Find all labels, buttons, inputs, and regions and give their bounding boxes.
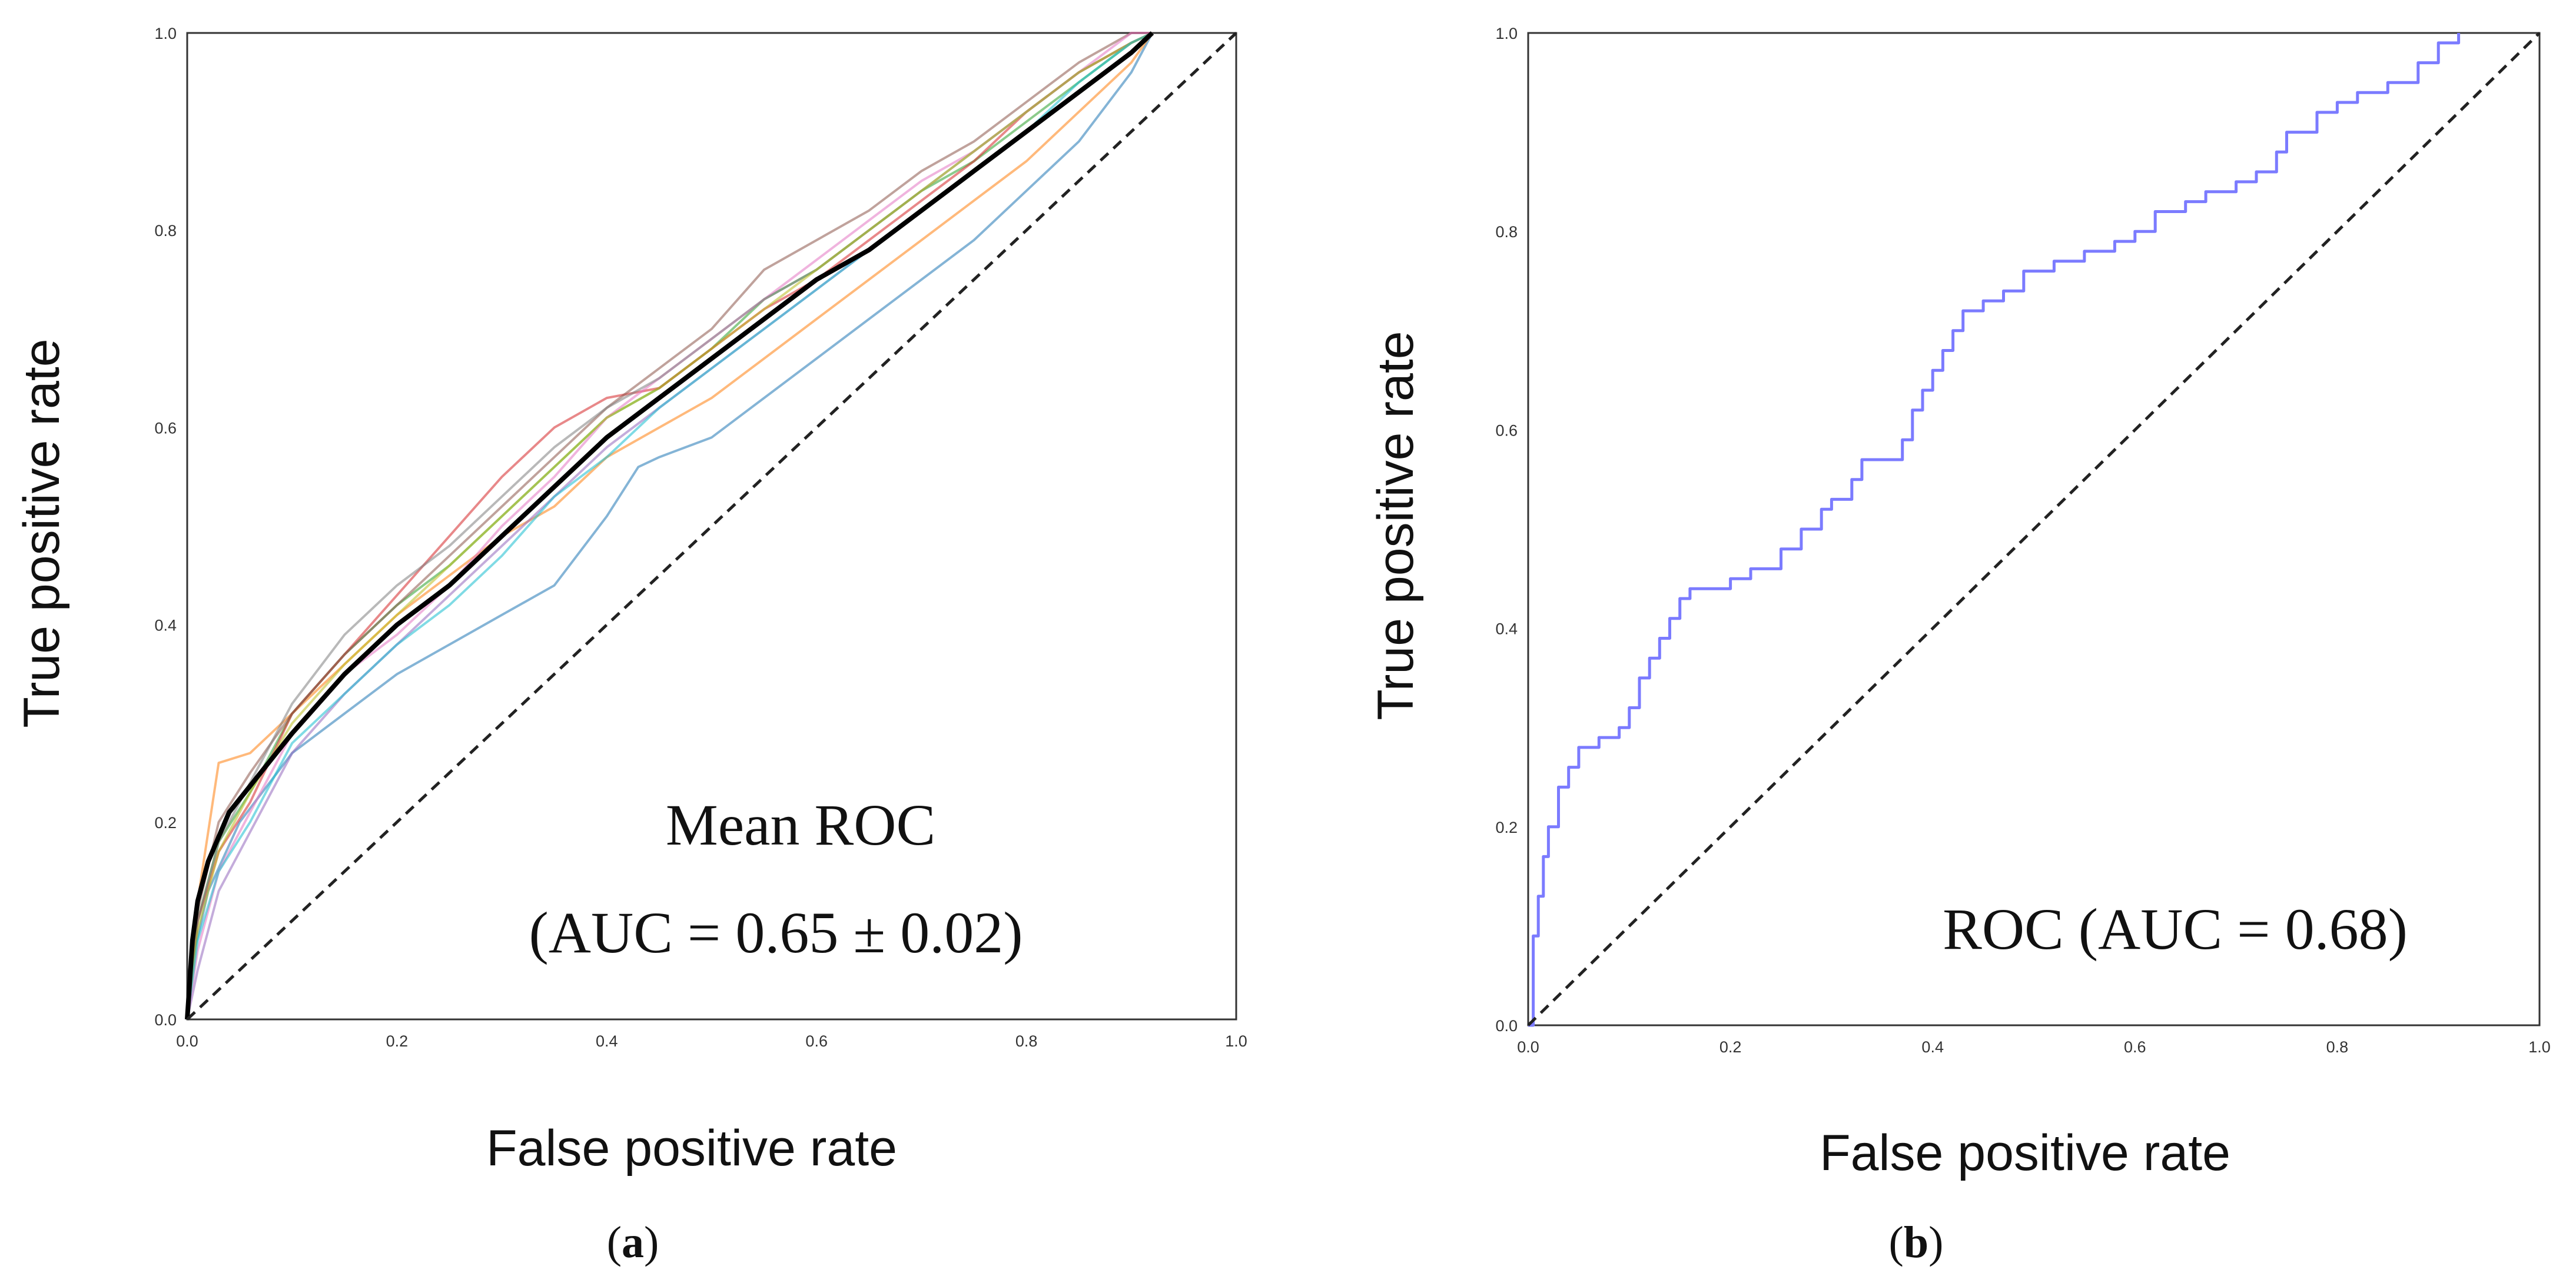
panel-a-y-tick-label: 0.4 xyxy=(154,617,177,634)
panel-a-y-ticks: 0.0 0.2 0.4 0.6 0.8 1.0 xyxy=(154,25,177,1029)
panel-b-x-tick-label: 0.4 xyxy=(1921,1038,1944,1056)
panel-a-x-tick-label: 0.2 xyxy=(386,1032,409,1050)
panel-a-label-open: ( xyxy=(607,1218,622,1267)
panel-b-x-axis-label: False positive rate xyxy=(1820,1125,2230,1181)
panel-b-label-open: ( xyxy=(1889,1218,1904,1267)
panel-b-series-group xyxy=(1528,33,2461,1027)
panel-a-x-tick-label: 0.0 xyxy=(176,1032,198,1050)
panel-a-x-tick-label: 0.8 xyxy=(1015,1032,1038,1050)
panel-b-y-axis-label: True positive rate xyxy=(1367,331,1424,720)
panel-a-y-axis-label: True positive rate xyxy=(14,338,70,727)
panel-a-series-fold-2 xyxy=(186,32,1154,1020)
panel-a-chance-line xyxy=(186,32,1237,1021)
panel-b-x-ticks: 0.0 0.2 0.4 0.6 0.8 1.0 xyxy=(1517,1038,2551,1056)
panel-a-y-tick-label: 0.8 xyxy=(154,222,177,240)
panel-b-series-roc xyxy=(1528,33,2461,1027)
panel-a-y-tick-label: 1.0 xyxy=(154,25,177,42)
panel-a-series-mean xyxy=(185,31,1154,1020)
panel-b-y-tick-label: 0.6 xyxy=(1495,421,1518,439)
panel-b-y-tick-label: 1.0 xyxy=(1495,25,1518,42)
panel-b-x-tick-label: 0.2 xyxy=(1719,1038,1742,1056)
panel-b-y-ticks: 0.0 0.2 0.4 0.6 0.8 1.0 xyxy=(1495,25,1518,1035)
panel-b-roc-chart: 0.0 0.2 0.4 0.6 0.8 1.0 0.0 0.2 0.4 0.6 0.8 1.0 RO… xyxy=(1367,25,2551,1267)
panel-b-x-tick-label: 0.8 xyxy=(2326,1038,2349,1056)
panel-b-x-tick-label: 0.6 xyxy=(2124,1038,2146,1056)
panel-b-x-tick-label: 1.0 xyxy=(2528,1038,2551,1056)
panel-b-label-close: ) xyxy=(1928,1218,1943,1267)
panel-b-y-tick-label: 0.4 xyxy=(1495,620,1518,638)
panel-a-y-tick-label: 0.2 xyxy=(154,814,177,832)
panel-a-mean-roc-chart: 0.0 0.2 0.4 0.6 0.8 1.0 0.0 0.2 0.4 0.6 0.8 1.0 Me… xyxy=(14,25,1247,1267)
panel-b-annotation: ROC (AUC = 0.68) xyxy=(1943,896,2408,962)
panel-a-x-ticks: 0.0 0.2 0.4 0.6 0.8 1.0 xyxy=(176,1032,1247,1050)
panel-b-label-letter: b xyxy=(1904,1218,1928,1267)
panel-a-x-tick-label: 0.4 xyxy=(596,1032,618,1050)
panel-a-annotation-title: Mean ROC xyxy=(666,792,935,858)
panel-b-x-tick-label: 0.0 xyxy=(1517,1038,1539,1056)
panel-b-chance-line xyxy=(1527,32,2541,1026)
panel-a-label-close: ) xyxy=(644,1218,659,1267)
panel-a-x-tick-label: 1.0 xyxy=(1225,1032,1247,1050)
panel-b-y-tick-label: 0.0 xyxy=(1495,1017,1518,1035)
panel-a-series-group xyxy=(185,31,1154,1020)
panel-b-label: (b) xyxy=(1889,1218,1944,1267)
panel-a-x-tick-label: 0.6 xyxy=(805,1032,828,1050)
panel-a-label-letter: a xyxy=(622,1218,644,1267)
panel-b-y-tick-label: 0.8 xyxy=(1495,223,1518,241)
panel-a-y-tick-label: 0.6 xyxy=(154,419,177,437)
panel-a-y-tick-label: 0.0 xyxy=(154,1011,177,1029)
panel-a-annotation-auc: (AUC = 0.65 ± 0.02) xyxy=(529,900,1023,965)
panel-a-label: (a) xyxy=(607,1218,659,1267)
panel-b-y-tick-label: 0.2 xyxy=(1495,819,1518,836)
panel-a-x-axis-label: False positive rate xyxy=(486,1120,897,1177)
